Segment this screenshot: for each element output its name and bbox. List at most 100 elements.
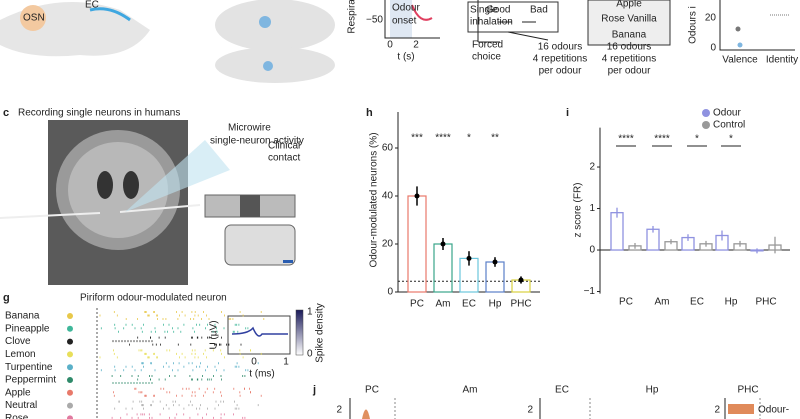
significance: * [467,133,471,144]
odour-label: Banana [5,311,40,322]
bar [610,212,624,251]
text: Bad [530,5,548,16]
top-decor [0,0,795,83]
x-tick-label: PHC [510,299,531,310]
text: choice [472,52,501,63]
tick-label: 0 [710,43,716,54]
text: 16 odours [538,42,582,53]
odour-label: Clove [5,336,31,347]
text: inhalation [470,17,513,28]
legend-dot [702,121,710,129]
significance: **** [618,134,634,145]
label: OSN [23,13,45,24]
mean-dot [518,277,524,283]
odour-label: Peppermint [5,375,56,386]
panel-label: i [566,107,569,119]
inset-frame [227,315,291,355]
annotation: Odour [392,3,420,14]
legend-label: Odour- [758,405,789,416]
mean-dot [466,255,472,261]
y-tick-label: 1 [589,203,595,214]
tick-label: 0 [251,357,257,368]
odour-dot [67,402,73,409]
colorbar [295,309,304,356]
x-tick-label: Hp [725,297,738,308]
tick-label: −50 [366,15,383,26]
x-tick-label: Am [655,297,670,308]
region-label: Am [463,385,478,396]
tick-label: 0 [387,40,393,51]
x-tick-label: Hp [489,299,502,310]
legend-label: Odour [713,108,741,119]
mean-dot [414,193,420,199]
text: 4 repetitions [533,54,587,65]
annotation: onset [392,16,417,27]
odour-label: Turpentine [5,362,53,373]
tick-label: 2 [413,40,419,51]
odour-dot [67,338,73,345]
x-tick-label: EC [462,299,476,310]
tick-label: 0 [307,349,313,360]
mean-dot [440,241,446,247]
tick-label: 2 [527,405,533,416]
y-tick-label: 0 [387,287,393,298]
x-tick-label: PHC [755,297,776,308]
odour-label: Lemon [5,349,36,360]
axis-label: t (s) [397,52,414,63]
annotation: contact [268,153,300,164]
label: EC [85,0,99,11]
text: Single [470,5,498,16]
panel-label: h [366,107,373,119]
mri-image [0,120,296,285]
significance: **** [654,134,670,145]
significance: *** [411,133,423,144]
odour-dot [67,313,73,319]
tick-label: 1 [283,357,289,368]
x-tick-label: PC [410,299,424,310]
text: Rose Vanilla [601,14,657,25]
axis-label: t (ms) [249,369,275,380]
axis [349,398,726,419]
significance: * [695,134,699,145]
odour-dot [67,364,73,371]
tick-label: 1 [307,307,313,318]
odour-dot [67,389,73,396]
tick-label: Valence [722,55,758,66]
x-tick-label: PC [619,297,633,308]
waveform [231,326,288,337]
text: Good [486,5,510,16]
odour-label: Apple [5,387,31,398]
significance: * [729,134,733,145]
axis-label: Odour-modulated neurons (%) [369,132,380,267]
region-label: Hp [646,385,659,396]
odour-dot [67,325,73,332]
x-tick-label: Am [436,299,451,310]
y-tick-label: −1 [584,286,596,297]
region-label: EC [555,385,569,396]
trace [362,409,370,419]
legend-dot [702,109,710,117]
axis-label: z score (FR) [573,183,584,238]
bar [407,195,427,293]
legend-swatch [728,404,754,414]
y-tick-label: 40 [382,191,394,202]
text: per odour [539,66,582,77]
legend-label: Control [713,120,745,131]
y-tick-label: 20 [382,239,394,250]
odour-label: Neutral [5,400,37,411]
annotation: Microwire [228,123,271,134]
region-label: PHC [737,385,758,396]
bar [433,243,453,293]
annotation: single-neuron activity [210,136,304,147]
onset-line [394,398,761,419]
tick-label: 20 [705,13,717,24]
odour-dot [67,351,73,358]
tick-label: Identity [766,55,798,66]
annotation: Clinical [268,141,300,152]
axis-label: U (µV) [209,320,220,349]
axis-label: Odours i [688,6,699,44]
panel-title: Recording single neurons in humans [18,108,180,119]
odour-label: Pineapple [5,323,50,334]
panel-label: c [3,107,9,119]
